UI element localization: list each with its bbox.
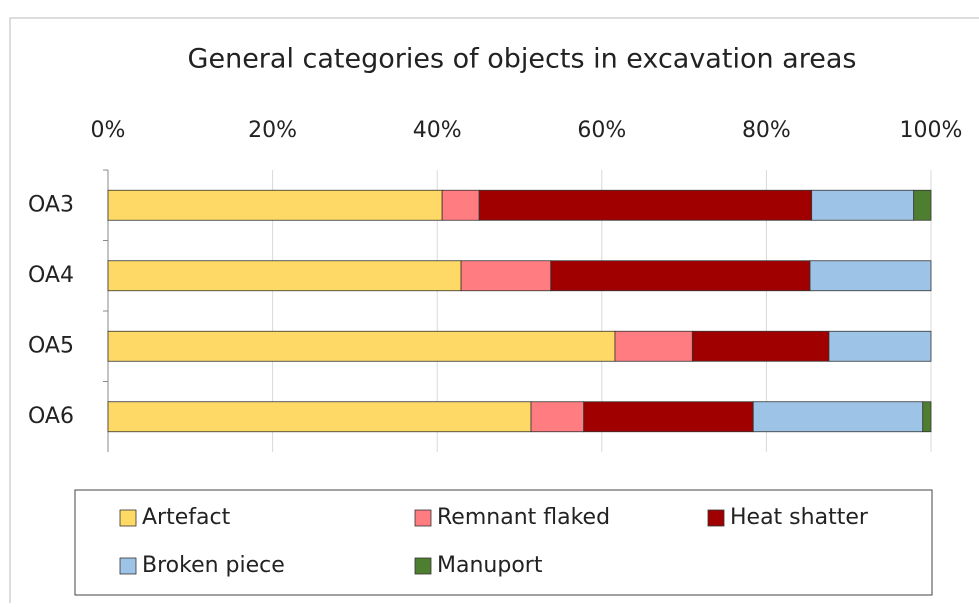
y-tick-label: OA5 <box>28 333 74 358</box>
legend-swatch <box>119 557 137 575</box>
legend-swatch <box>414 509 432 527</box>
bar-segment <box>107 260 462 292</box>
bar-segment <box>828 330 932 362</box>
bar-segment <box>107 189 443 221</box>
legend-label: Remnant flaked <box>437 505 610 530</box>
bar-segment <box>530 401 585 433</box>
x-tick-label: 60% <box>577 118 626 143</box>
bar-segment <box>752 401 924 433</box>
y-tick-label: OA4 <box>28 263 74 288</box>
y-tick-label: OA3 <box>28 192 74 217</box>
chart-title: General categories of objects in excavat… <box>188 44 857 75</box>
y-tick-label: OA6 <box>28 404 74 429</box>
bar-segment <box>922 401 932 433</box>
legend-label: Heat shatter <box>730 505 869 530</box>
bar-segment <box>460 260 552 292</box>
bar-segment <box>913 189 932 221</box>
legend-box <box>74 489 933 596</box>
bar-segment <box>107 330 616 362</box>
x-tick-label: 100% <box>900 118 963 143</box>
legend-swatch <box>414 557 432 575</box>
legend-label: Manuport <box>437 553 543 578</box>
x-tick-label: 0% <box>91 118 126 143</box>
bar-segment <box>550 260 811 292</box>
legend-label: Artefact <box>142 505 231 530</box>
x-tick-label: 80% <box>742 118 791 143</box>
bar-segment <box>441 189 480 221</box>
bar-segment <box>107 401 532 433</box>
legend-label: Broken piece <box>142 553 285 578</box>
bar-segment <box>809 260 932 292</box>
legend-swatch <box>707 509 725 527</box>
bar-segment <box>811 189 915 221</box>
legend-swatch <box>119 509 137 527</box>
bar-segment <box>478 189 813 221</box>
x-tick-label: 20% <box>248 118 297 143</box>
bar-segment <box>691 330 830 362</box>
bar-segment <box>614 330 693 362</box>
bar-segment <box>583 401 754 433</box>
x-tick-label: 40% <box>413 118 462 143</box>
